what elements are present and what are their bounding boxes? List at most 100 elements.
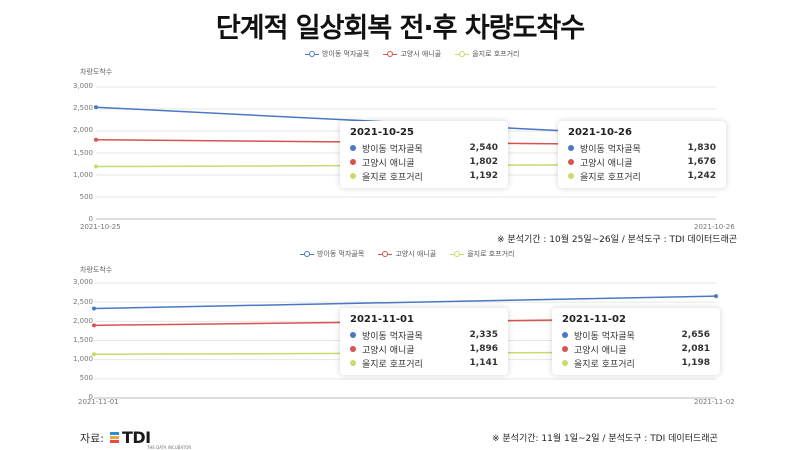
series-dot: [350, 360, 356, 366]
data-point[interactable]: [94, 137, 98, 142]
tooltip-series-name: 방이동 먹자골목: [574, 331, 635, 342]
legend-label: 을지로 호프거리: [472, 50, 520, 58]
source-credit: 자료: TDI THE DATA INCUBATOR: [80, 428, 191, 450]
page-title: 단계적 일상회복 전·후 차량도착수: [215, 13, 585, 44]
logo-bars-icon: [109, 432, 119, 443]
x-tick-label: 2021-10-25: [80, 223, 121, 231]
tooltip-row: 고양시 애니골 1,896: [350, 342, 498, 356]
legend-item[interactable]: 을지로 호프거리: [450, 249, 515, 259]
tooltip-date: 2021-11-02: [562, 314, 626, 325]
data-point[interactable]: [92, 352, 96, 357]
tooltip-series-name: 을지로 호프거리: [574, 359, 635, 370]
legend-label: 방이동 먹자골목: [317, 250, 365, 258]
series-dot: [350, 145, 356, 151]
tooltip-series-name: 방이동 먹자골목: [580, 144, 641, 155]
legend-item[interactable]: 고양시 애니골: [378, 249, 436, 259]
y-tick-label: 1,500: [72, 149, 93, 157]
data-point[interactable]: [92, 323, 96, 328]
legend-label: 을지로 호프거리: [467, 250, 515, 258]
y-tick-label: 1,000: [72, 355, 93, 363]
legend-label: 고양시 애니골: [400, 50, 442, 58]
x-tick-label: 2021-10-26: [694, 223, 735, 231]
legend-marker: [383, 50, 398, 58]
y-tick-label: 0: [88, 215, 93, 223]
y-tick-label: 2,500: [72, 298, 93, 306]
series-dot: [568, 145, 574, 151]
legend-marker: [300, 250, 314, 258]
tooltip-series-name: 방이동 먹자골목: [362, 331, 423, 342]
series-dot: [568, 173, 574, 179]
y-tick-label: 1,000: [72, 171, 93, 179]
series-line: [93, 295, 717, 310]
y-axis-label: 차량도착수: [80, 68, 113, 76]
data-point[interactable]: [94, 105, 98, 110]
analysis-note: ※ 분석기간: 11월 1일~2일 / 분석도구 : TDI 데이터드래곤: [492, 434, 718, 444]
chart-legend: 방이동 먹자골목 고양시 애니골 을지로 호프거리: [300, 248, 515, 260]
chart-after: 방이동 먹자골목 고양시 애니골 을지로 호프거리 차량도착수 3,000 2,…: [0, 248, 800, 428]
tooltip-series-name: 을지로 호프거리: [580, 172, 641, 183]
tooltip-series-name: 고양시 애니골: [362, 345, 415, 356]
tooltip-value: 2,656: [681, 330, 710, 340]
tooltip-series-name: 을지로 호프거리: [362, 172, 423, 183]
tooltip-value: 1,242: [687, 171, 716, 181]
series-dot: [350, 173, 356, 179]
tooltip-date: 2021-10-25: [350, 127, 414, 138]
series-dot: [562, 346, 568, 352]
tooltip-value: 2,335: [469, 330, 498, 340]
y-tick-label: 1,500: [72, 336, 93, 344]
series-dot: [562, 332, 568, 338]
legend-label: 방이동 먹자골목: [322, 50, 370, 58]
tooltip-value: 2,540: [469, 143, 498, 153]
tooltip-series-name: 고양시 애니골: [362, 158, 415, 169]
tooltip-date: 2021-11-01: [350, 314, 414, 325]
tooltip-value: 1,830: [687, 143, 716, 153]
legend-marker: [450, 250, 465, 258]
y-tick-label: 3,000: [72, 82, 93, 90]
analysis-note: ※ 분석기간 : 10월 25일~26일 / 분석도구 : TDI 데이터드래곤: [497, 235, 738, 245]
tooltip-row: 방이동 먹자골목 2,335: [350, 328, 498, 342]
y-axis-label: 차량도착수: [80, 266, 113, 274]
tooltip-value: 1,192: [469, 171, 498, 181]
tooltip-row: 방이동 먹자골목 2,656: [562, 328, 710, 342]
tooltip-row: 을지로 호프거리 1,198: [562, 356, 710, 370]
series-dot: [562, 360, 568, 366]
legend-label: 고양시 애니골: [395, 250, 437, 258]
tooltip-row: 고양시 애니골 1,802: [350, 155, 498, 169]
tooltip-value: 2,081: [681, 344, 710, 354]
data-tooltip: 2021-10-25 방이동 먹자골목 2,540 고양시 애니골 1,802 을지…: [340, 121, 508, 188]
tooltip-series-name: 방이동 먹자골목: [362, 144, 423, 155]
tooltip-row: 방이동 먹자골목 2,540: [350, 141, 498, 155]
legend-item[interactable]: 방이동 먹자골목: [305, 49, 369, 59]
tooltip-row: 고양시 애니골 1,676: [568, 155, 716, 169]
y-tick-label: 2,000: [72, 317, 93, 325]
legend-item[interactable]: 고양시 애니골: [383, 49, 441, 59]
tooltip-value: 1,896: [469, 344, 498, 354]
tooltip-row: 을지로 호프거리 1,242: [568, 169, 716, 183]
y-tick-label: 500: [79, 374, 93, 382]
tooltip-series-name: 고양시 애니골: [580, 158, 633, 169]
tooltip-value: 1,676: [687, 157, 716, 167]
tooltip-row: 을지로 호프거리 1,141: [350, 356, 498, 370]
logo-subtitle: THE DATA INCUBATOR: [146, 445, 192, 450]
data-point[interactable]: [714, 294, 718, 299]
series-dot: [568, 159, 574, 165]
data-point[interactable]: [94, 164, 98, 169]
chart-legend: 방이동 먹자골목 고양시 애니골 을지로 호프거리: [305, 48, 520, 60]
source-label: 자료:: [80, 431, 104, 445]
data-tooltip: 2021-11-01 방이동 먹자골목 2,335 고양시 애니골 1,896 을지…: [340, 308, 508, 375]
tooltip-date: 2021-10-26: [568, 127, 632, 138]
chart-before: 방이동 먹자골목 고양시 애니골 을지로 호프거리 차량도착수 3,000 2,…: [0, 48, 800, 245]
tooltip-value: 1,141: [469, 358, 498, 368]
legend-item[interactable]: 방이동 먹자골목: [300, 249, 364, 259]
legend-marker: [305, 50, 319, 58]
y-tick-label: 0: [88, 393, 93, 401]
legend-marker: [455, 50, 470, 58]
y-tick-label: 3,000: [72, 278, 93, 286]
tooltip-series-name: 을지로 호프거리: [362, 359, 423, 370]
legend-item[interactable]: 을지로 호프거리: [455, 49, 520, 59]
tooltip-value: 1,802: [469, 157, 498, 167]
y-tick-label: 2,000: [72, 126, 93, 134]
series-dot: [350, 159, 356, 165]
tooltip-row: 방이동 먹자골목 1,830: [568, 141, 716, 155]
data-point[interactable]: [92, 306, 96, 311]
